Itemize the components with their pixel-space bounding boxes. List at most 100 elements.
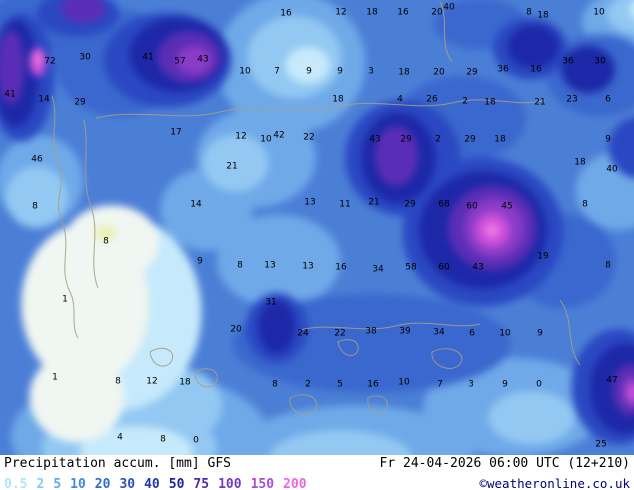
map-value-label: 2 bbox=[462, 96, 468, 107]
map-value-label: 16 bbox=[335, 262, 347, 273]
map-value-label: 29 bbox=[466, 67, 478, 78]
map-value-label: 0 bbox=[536, 379, 542, 390]
map-value-label: 40 bbox=[443, 2, 455, 13]
footer-legend-row: 0.5 2 5 10 20 30 40 50 75 100 150 200 ©weatheronlin… bbox=[4, 473, 630, 490]
map-value-label: 26 bbox=[426, 94, 438, 105]
map-value-label: 10 bbox=[260, 134, 272, 145]
map-value-label: 17 bbox=[170, 127, 182, 138]
map-value-label: 12 bbox=[335, 7, 347, 18]
map-value-label: 19 bbox=[537, 251, 549, 262]
map-value-label: 8 bbox=[582, 199, 588, 210]
map-value-label: 43 bbox=[472, 262, 484, 273]
footer-title-row: Precipitation accum. [mm] GFS Fr 24-04-2… bbox=[4, 456, 630, 473]
map-value-label: 8 bbox=[32, 201, 38, 212]
map-value-label: 40 bbox=[606, 164, 618, 175]
map-value-label: 60 bbox=[466, 201, 478, 212]
legend-value-50: 50 bbox=[168, 477, 185, 490]
map-value-label: 8 bbox=[237, 260, 243, 271]
map-value-label: 2 bbox=[435, 134, 441, 145]
map-value-label: 25 bbox=[595, 439, 607, 450]
map-value-label: 29 bbox=[74, 97, 86, 108]
precipitation-field bbox=[0, 0, 634, 455]
map-value-label: 20 bbox=[230, 324, 242, 335]
legend-value-100: 100 bbox=[218, 477, 242, 490]
map-value-label: 13 bbox=[304, 197, 316, 208]
map-value-label: 31 bbox=[265, 297, 277, 308]
map-value-label: 29 bbox=[404, 199, 416, 210]
map-value-label: 1 bbox=[62, 294, 68, 305]
map-value-label: 9 bbox=[537, 328, 543, 339]
map-value-label: 16 bbox=[367, 379, 379, 390]
map-value-label: 4 bbox=[397, 94, 403, 105]
map-value-label: 4 bbox=[117, 432, 123, 443]
map-value-label: 18 bbox=[179, 377, 191, 388]
map-value-label: 18 bbox=[332, 94, 344, 105]
map-value-label: 23 bbox=[566, 94, 578, 105]
map-value-label: 29 bbox=[464, 134, 476, 145]
map-value-label: 18 bbox=[398, 67, 410, 78]
map-value-label: 8 bbox=[160, 434, 166, 445]
map-value-label: 3 bbox=[468, 379, 474, 390]
map-value-label: 9 bbox=[605, 134, 611, 145]
map-value-label: 12 bbox=[235, 131, 247, 142]
precipitation-map: 16 12 18 16 20 40 8 18 10 72 30 41 57 43 10 7 9 9 3 18 20 29 3… bbox=[0, 0, 634, 455]
map-value-label: 34 bbox=[372, 264, 384, 275]
map-value-label: 41 bbox=[142, 52, 154, 63]
map-value-label: 3 bbox=[368, 66, 374, 77]
map-value-label: 8 bbox=[605, 260, 611, 271]
map-value-label: 34 bbox=[433, 327, 445, 338]
timestamp: Fr 24-04-2026 06:00 UTC (12+210) bbox=[379, 456, 630, 471]
map-value-label: 21 bbox=[226, 161, 238, 172]
map-value-label: 22 bbox=[334, 328, 346, 339]
map-value-label: 16 bbox=[530, 64, 542, 75]
map-value-label: 21 bbox=[534, 97, 546, 108]
coastlines bbox=[51, 1, 581, 415]
legend-value-10: 10 bbox=[70, 477, 86, 490]
map-value-label: 58 bbox=[405, 262, 417, 273]
map-value-label: 10 bbox=[398, 377, 410, 388]
map-value-label: 1 bbox=[52, 372, 58, 383]
map-value-label: 47 bbox=[606, 375, 618, 386]
map-value-label: 8 bbox=[115, 376, 121, 387]
map-value-label: 10 bbox=[593, 7, 605, 18]
map-value-label: 42 bbox=[273, 130, 285, 141]
map-value-label: 9 bbox=[306, 66, 312, 77]
map-value-label: 22 bbox=[303, 132, 315, 143]
legend-value-75: 75 bbox=[193, 477, 210, 490]
map-value-label: 14 bbox=[38, 94, 50, 105]
map-value-label: 30 bbox=[594, 56, 606, 67]
map-value-label: 5 bbox=[337, 379, 343, 390]
map-value-label: 6 bbox=[469, 328, 475, 339]
map-value-label: 9 bbox=[337, 66, 343, 77]
map-value-label: 16 bbox=[397, 7, 409, 18]
map-value-label: 0 bbox=[193, 435, 199, 446]
map-value-label: 20 bbox=[433, 67, 445, 78]
map-value-label: 8 bbox=[103, 236, 109, 247]
map-value-label: 72 bbox=[44, 56, 56, 67]
legend-value-40: 40 bbox=[144, 477, 160, 490]
map-value-label: 8 bbox=[272, 379, 278, 390]
legend-scale: 0.5 2 5 10 20 30 40 50 75 100 150 200 bbox=[4, 473, 316, 490]
map-value-label: 13 bbox=[302, 261, 314, 272]
map-value-label: 14 bbox=[190, 199, 202, 210]
map-value-label: 2 bbox=[305, 379, 311, 390]
map-value-label: 18 bbox=[484, 97, 496, 108]
legend-value-200: 200 bbox=[283, 477, 307, 490]
map-value-label: 43 bbox=[369, 134, 381, 145]
legend-value-30: 30 bbox=[119, 477, 136, 490]
map-title: Precipitation accum. [mm] GFS bbox=[4, 456, 231, 471]
map-value-label: 68 bbox=[438, 199, 450, 210]
map-value-label: 39 bbox=[399, 326, 411, 337]
map-value-label: 8 bbox=[526, 7, 532, 18]
map-value-label: 10 bbox=[499, 328, 511, 339]
map-value-label: 36 bbox=[497, 64, 509, 75]
map-value-label: 6 bbox=[605, 94, 611, 105]
map-value-label: 29 bbox=[400, 134, 412, 145]
map-value-label: 45 bbox=[501, 201, 513, 212]
legend-value-20: 20 bbox=[94, 477, 111, 490]
legend-value-5: 5 bbox=[53, 477, 62, 490]
map-value-label: 9 bbox=[502, 379, 508, 390]
map-value-label: 7 bbox=[437, 379, 443, 390]
map-value-label: 18 bbox=[537, 10, 549, 21]
